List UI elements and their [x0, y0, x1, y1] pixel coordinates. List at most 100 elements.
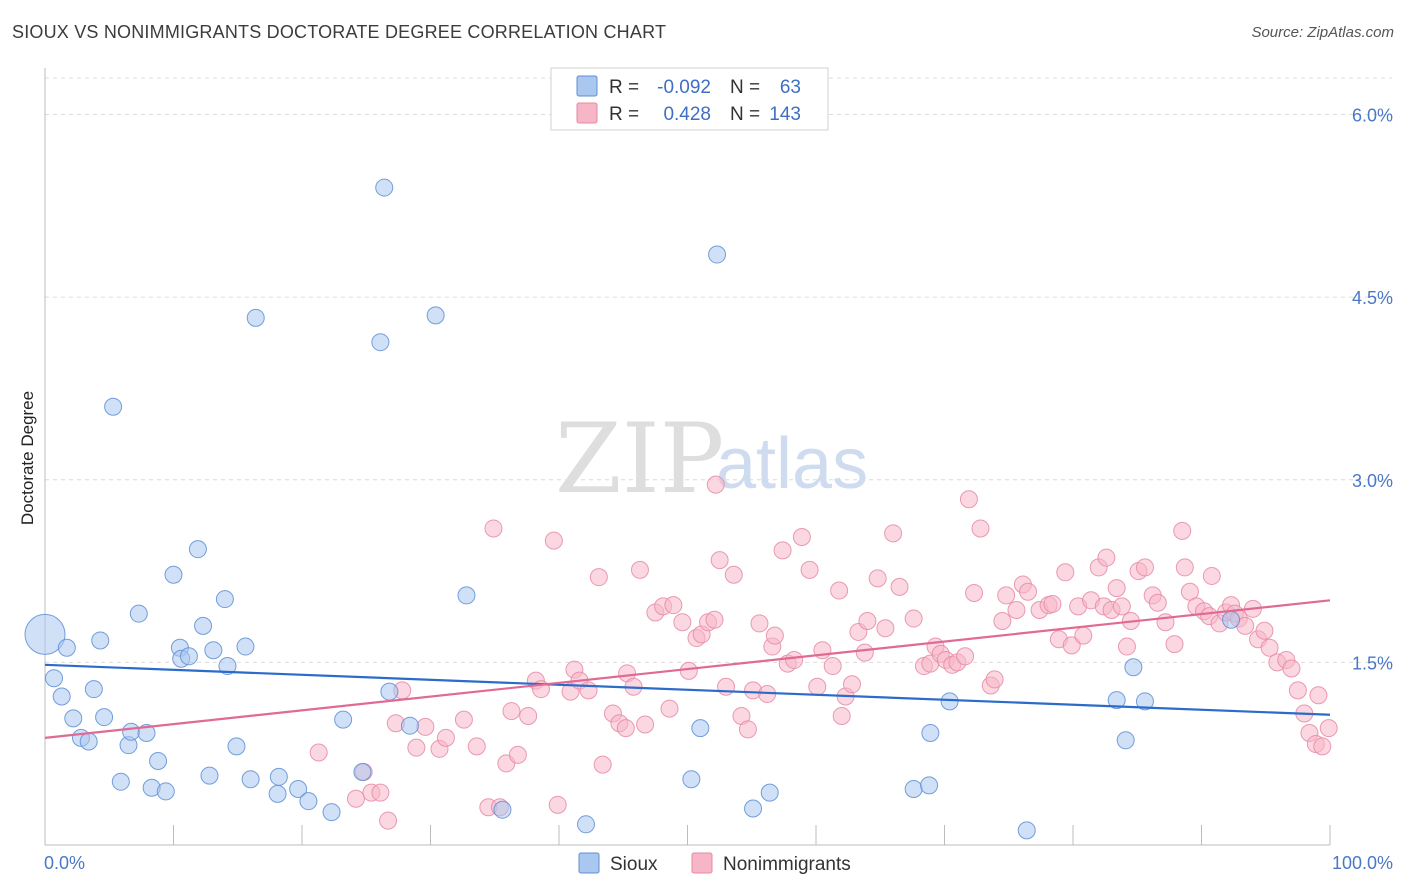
nonimmigrants-point	[855, 643, 874, 662]
nonimmigrants-point	[904, 609, 923, 628]
sioux-point	[218, 657, 237, 676]
y-tick-label: 3.0%	[1352, 471, 1393, 491]
legend-box: R = -0.092 N = 63 R = 0.428 N = 143	[550, 67, 829, 131]
nonimmigrants-point	[593, 755, 612, 774]
nonimmigrants-point	[830, 581, 849, 600]
sioux-point	[576, 815, 595, 834]
nonimmigrants-point	[1112, 597, 1131, 616]
sioux-point	[1135, 692, 1154, 711]
nonimmigrants-point	[664, 596, 683, 615]
nonimmigrants-point	[1202, 566, 1221, 585]
sioux-point	[91, 631, 110, 650]
sioux-point	[215, 590, 234, 609]
sioux-point	[24, 613, 66, 655]
sioux-trend-line	[44, 663, 1331, 716]
bottom-legend-label-nonimmigrants: Nonimmigrants	[723, 854, 851, 875]
nonimmigrants-point	[1255, 621, 1274, 640]
sioux-point	[322, 803, 341, 822]
sioux-point	[156, 782, 175, 801]
bottom-legend-swatch-sioux	[578, 852, 600, 874]
sioux-point	[227, 737, 246, 756]
sioux-point	[44, 669, 63, 688]
nonimmigrants-point	[519, 706, 538, 725]
nonimmigrants-point	[679, 661, 698, 680]
nonimmigrants-point	[773, 541, 792, 560]
x-tick-label: 0.0%	[44, 853, 85, 873]
axes-layer	[44, 68, 1331, 846]
sioux-point	[920, 776, 939, 795]
nonimmigrants-point	[710, 551, 729, 570]
nonimmigrants-point	[738, 720, 757, 739]
x-tick-label: 100.0%	[1332, 853, 1393, 873]
nonimmigrants-point	[416, 717, 435, 736]
sioux-point	[1107, 691, 1126, 710]
nonimmigrants-point	[705, 610, 724, 629]
sioux-point	[940, 692, 959, 711]
sioux-point	[79, 732, 98, 751]
sioux-point	[137, 723, 156, 742]
watermark-atlas: atlas	[716, 424, 868, 504]
legend-r-label: R =	[609, 77, 639, 98]
sioux-point	[426, 306, 445, 325]
nonimmigrants-point	[436, 728, 455, 747]
legend-swatch-nonimmigrants	[576, 102, 598, 124]
nonimmigrants-point	[868, 569, 887, 588]
nonimmigrants-point	[1019, 582, 1038, 601]
sioux-point	[1017, 821, 1036, 840]
nonimmigrants-point	[589, 568, 608, 587]
sioux-point	[1124, 658, 1143, 677]
nonimmigrants-point	[808, 677, 827, 696]
nonimmigrants-point	[673, 613, 692, 632]
sioux-point	[371, 333, 390, 352]
sioux-point	[188, 540, 207, 559]
sioux-point	[149, 751, 168, 770]
nonimmigrants-point	[548, 795, 567, 814]
nonimmigrants-point	[750, 614, 769, 633]
nonimmigrants-point	[630, 560, 649, 579]
nonimmigrants-point	[792, 527, 811, 546]
nonimmigrants-point	[1117, 637, 1136, 656]
nonimmigrants-point	[579, 681, 598, 700]
sioux-point	[353, 762, 372, 781]
watermark: ZIP atlas	[555, 403, 868, 515]
nonimmigrants-point	[1313, 737, 1332, 756]
nonimmigrants-point	[997, 586, 1016, 605]
legend-r-value: 0.428	[663, 104, 711, 125]
nonimmigrants-trend-line	[44, 599, 1331, 739]
sioux-point	[57, 638, 76, 657]
legend-n-value: 63	[780, 77, 801, 98]
nonimmigrants-point	[1043, 594, 1062, 613]
sioux-point	[334, 710, 353, 729]
sioux-point	[457, 586, 476, 605]
legend-r-value: -0.092	[657, 77, 711, 98]
bottom-legend-swatch-nonimmigrants	[691, 852, 713, 874]
nonimmigrants-point	[842, 675, 861, 694]
nonimmigrants-point	[717, 677, 736, 696]
nonimmigrants-point	[956, 647, 975, 666]
nonimmigrants-point	[1282, 659, 1301, 678]
sioux-point	[299, 792, 318, 811]
nonimmigrants-point	[407, 738, 426, 757]
nonimmigrants-point	[1056, 563, 1075, 582]
nonimmigrants-point	[1165, 635, 1184, 654]
nonimmigrants-point	[346, 789, 365, 808]
sioux-point	[760, 783, 779, 802]
nonimmigrants-point	[502, 702, 521, 721]
sioux-point	[268, 784, 287, 803]
nonimmigrants-point	[544, 531, 563, 550]
nonimmigrants-point	[1074, 626, 1093, 645]
nonimmigrants-point	[993, 611, 1012, 630]
nonimmigrants-point	[800, 560, 819, 579]
sioux-point	[708, 245, 727, 264]
nonimmigrants-point	[985, 670, 1004, 689]
nonimmigrants-point	[876, 619, 895, 638]
nonimmigrants-point	[884, 524, 903, 543]
nonimmigrants-point	[1173, 521, 1192, 540]
sioux-point	[744, 799, 763, 818]
sioux-point	[904, 779, 923, 798]
sioux-point	[1222, 610, 1241, 629]
bottom-legend-label-sioux: Sioux	[610, 854, 658, 875]
sioux-point	[111, 772, 130, 791]
sioux-point	[64, 709, 83, 728]
